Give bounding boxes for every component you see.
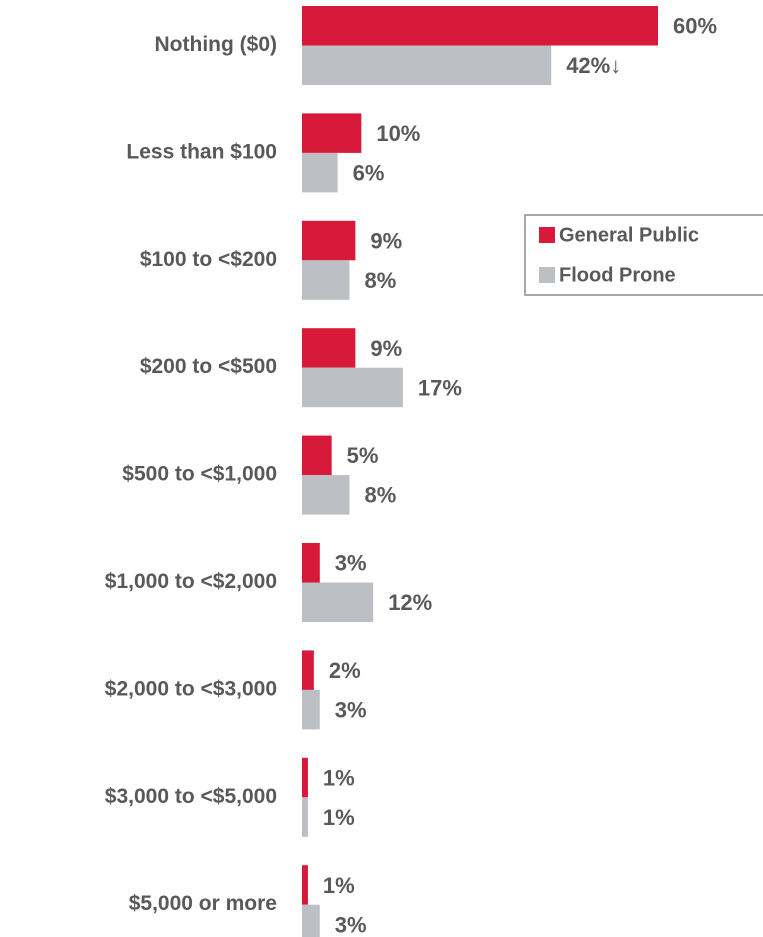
bar [302,328,356,368]
bar [302,260,350,300]
bar [302,152,338,193]
bar [302,45,552,85]
category-label: $500 to <$1,000 [122,463,277,486]
value-label: 17% [418,375,462,400]
value-label: 1% [323,873,355,898]
bar [302,689,320,730]
bar [302,475,350,515]
bar [302,650,314,690]
category-label: $3,000 to <$5,000 [105,785,277,808]
legend-label: General Public [559,224,699,246]
value-label: 8% [364,268,396,293]
category-label: $5,000 or more [129,892,277,915]
legend-label: Flood Prone [559,264,676,286]
value-label: 3% [335,551,367,576]
bar [302,757,308,798]
bar [302,543,320,583]
category-label: $1,000 to <$2,000 [105,570,277,593]
legend-box [524,214,763,296]
category-label: Nothing ($0) [155,33,277,56]
bar [302,6,658,46]
category-label: $200 to <$500 [140,355,277,378]
bar [302,113,362,153]
value-label: 10% [376,121,420,146]
bar [302,582,374,622]
legend-swatch [539,267,555,283]
bar [302,904,320,937]
value-label: 42%↓ [566,53,621,78]
value-label: 8% [364,483,396,508]
value-label: 60% [673,14,717,39]
bar [302,865,308,905]
value-label: 9% [370,228,402,253]
value-label: 12% [388,590,432,615]
category-label: $100 to <$200 [140,248,277,271]
value-label: 2% [329,658,361,683]
value-label: 3% [335,697,367,722]
value-label: 3% [335,912,367,937]
bar [302,435,332,476]
value-label: 6% [353,160,385,185]
legend-swatch [539,227,555,243]
bar [302,797,308,837]
value-label: 9% [370,336,402,361]
category-label: $2,000 to <$3,000 [105,677,277,700]
value-label: 1% [323,765,355,790]
bar [302,220,356,261]
value-label: 1% [323,805,355,830]
value-label: 5% [347,443,379,468]
category-label: Less than $100 [126,140,277,163]
bar [302,367,403,408]
